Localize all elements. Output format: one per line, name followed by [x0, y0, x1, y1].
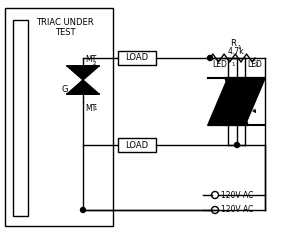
- Text: 4.7k: 4.7k: [228, 47, 244, 56]
- Bar: [5, 8, 113, 226]
- Bar: [13, 20, 28, 216]
- Circle shape: [235, 143, 239, 148]
- Text: 120V AC: 120V AC: [221, 205, 254, 214]
- Text: MT: MT: [85, 55, 96, 64]
- Polygon shape: [67, 80, 99, 94]
- Text: 120V AC: 120V AC: [221, 190, 254, 199]
- Text: 1: 1: [93, 106, 97, 111]
- Text: TRIAC UNDER: TRIAC UNDER: [36, 18, 94, 27]
- Text: MT: MT: [85, 104, 96, 113]
- Text: 1: 1: [237, 45, 241, 50]
- Text: LED: LED: [247, 60, 262, 69]
- Text: R: R: [230, 39, 236, 48]
- Text: LED: LED: [212, 60, 227, 69]
- Bar: [118, 51, 156, 65]
- Text: 2: 2: [255, 62, 259, 67]
- Text: 1: 1: [231, 62, 235, 67]
- Circle shape: [208, 55, 212, 60]
- Polygon shape: [225, 78, 265, 125]
- Text: TEST: TEST: [55, 28, 75, 37]
- Text: G: G: [61, 85, 68, 94]
- Text: 2: 2: [93, 61, 97, 66]
- Circle shape: [80, 207, 86, 212]
- Text: LOAD: LOAD: [125, 53, 148, 62]
- Text: LOAD: LOAD: [125, 141, 148, 150]
- Bar: [118, 138, 156, 152]
- Polygon shape: [67, 66, 99, 80]
- Polygon shape: [208, 78, 248, 125]
